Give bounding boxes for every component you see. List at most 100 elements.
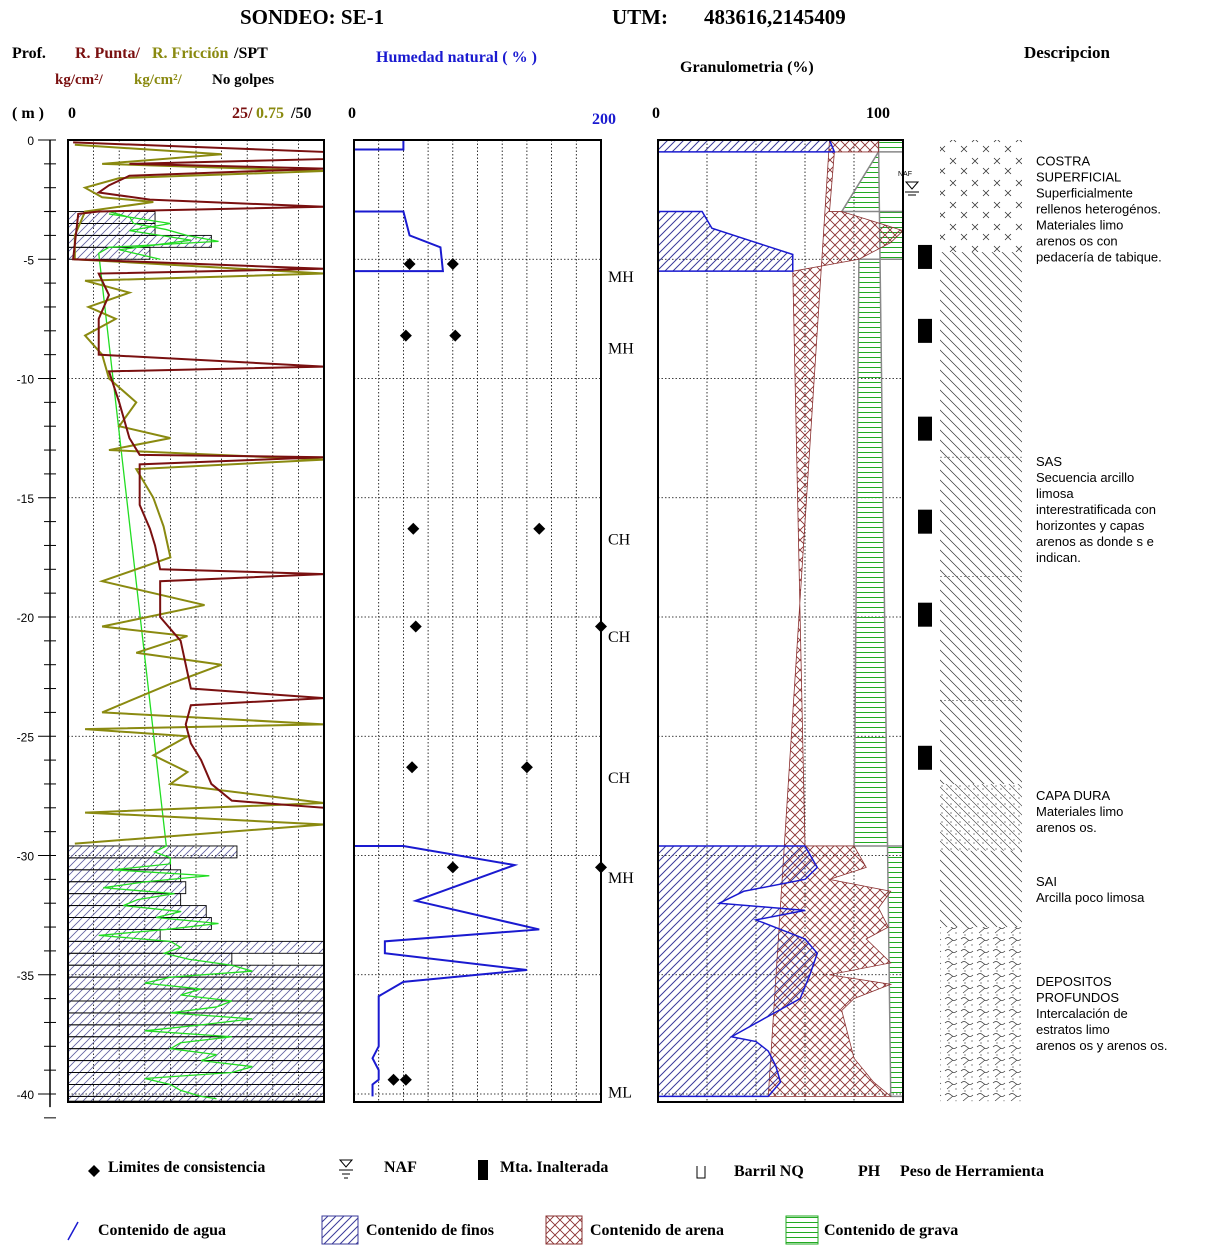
title-spt: /SPT xyxy=(233,45,268,62)
punta-line xyxy=(72,141,325,844)
spt-bar xyxy=(67,952,233,966)
mta-inalterada-marker xyxy=(918,509,932,534)
description-line: Arcilla poco limosa xyxy=(1036,890,1145,905)
legend-ph-code: PH xyxy=(858,1163,881,1180)
mta-inalterada-marker xyxy=(918,318,932,343)
description-line: arenos os y arenos os. xyxy=(1036,1038,1168,1053)
mta-inalterada-marker xyxy=(918,416,932,441)
cpt-panel-frame xyxy=(67,139,325,1103)
granulo-scale-max: 100 xyxy=(866,105,890,122)
description-line: estratos limo xyxy=(1036,1022,1110,1037)
utm-label: UTM: xyxy=(612,5,668,29)
legend-ph: Peso de Herramienta xyxy=(900,1163,1044,1180)
consistency-limit-marker xyxy=(446,258,459,271)
description-line: SAS xyxy=(1036,454,1062,469)
scale-punta: 25/ xyxy=(232,105,253,122)
description-line: PROFUNDOS xyxy=(1036,990,1119,1005)
sondeo-title: SONDEO: SE-1 xyxy=(240,5,384,29)
depth-tick-label: -10 xyxy=(17,373,35,387)
depth-tick-label: -25 xyxy=(17,730,35,744)
granulometria-areas xyxy=(657,139,904,1098)
consistency-limit-marker xyxy=(399,1073,412,1086)
spt-bars xyxy=(67,210,325,1102)
title-friccion: R. Fricción xyxy=(152,45,229,62)
units-spt: No golpes xyxy=(212,72,274,88)
granulometria-panel-frame xyxy=(657,139,904,1103)
soil-class-label: ML xyxy=(608,1085,632,1102)
consistency-limit-marker xyxy=(406,761,419,774)
depth-tick-label: -30 xyxy=(17,850,35,864)
consistency-limit-marker xyxy=(533,522,546,535)
soil-class-label: MH xyxy=(608,340,634,357)
legend-naf-icon xyxy=(338,1159,354,1179)
cpt-lines xyxy=(72,141,325,845)
units-friccion: kg/cm²/ xyxy=(134,72,183,88)
legend-agua: Contenido de agua xyxy=(98,1222,226,1239)
legend-grava: Contenido de grava xyxy=(824,1222,958,1239)
depth-tick-label: -40 xyxy=(17,1088,35,1102)
description-texts: COSTRASUPERFICIALSuperficialmenterelleno… xyxy=(1036,154,1168,1053)
soil-class-label: MH xyxy=(608,870,634,887)
spt-bar xyxy=(67,940,325,954)
depth-unit-label: ( m ) xyxy=(12,105,44,122)
description-line: pedacería de tabique. xyxy=(1036,250,1162,265)
naf-icon xyxy=(904,181,920,190)
depth-tick-label: 0 xyxy=(27,134,34,148)
spt-bar xyxy=(67,1095,325,1102)
mta-inalterada-marker xyxy=(918,745,932,770)
mta-inalterada-marker xyxy=(918,602,932,627)
humedad-panel-frame xyxy=(353,139,602,1103)
humedad-line xyxy=(353,140,540,1097)
spt-bar xyxy=(67,857,171,871)
units-punta: kg/cm²/ xyxy=(55,72,104,88)
legend: Limites de consistencia NAF Mta. Inalter… xyxy=(67,1159,1044,1245)
strat-depositos xyxy=(940,927,1022,1102)
description-line: DEPOSITOS xyxy=(1036,974,1112,989)
soil-class-label: CH xyxy=(608,531,631,548)
description-line: Secuencia arcillo xyxy=(1036,470,1134,485)
description-line: rellenos heterogénos. xyxy=(1036,202,1161,217)
legend-finos: Contenido de finos xyxy=(366,1222,494,1239)
strat-sas xyxy=(940,252,1022,784)
description-line: Superficialmente xyxy=(1036,186,1133,201)
legend-grava-swatch xyxy=(785,1215,819,1245)
legend-agua-icon xyxy=(67,1221,79,1241)
depth-axis: 0 -5 -10 -15 -20 -25 -30 -35 -40 xyxy=(17,134,56,1119)
title-granulometria: Granulometria (%) xyxy=(680,59,814,76)
description-line: Materiales limo xyxy=(1036,804,1123,819)
spt-bar xyxy=(67,1000,325,1014)
description-line: limosa xyxy=(1036,486,1074,501)
description-line: SUPERFICIAL xyxy=(1036,170,1121,185)
spt-bar xyxy=(67,246,151,260)
humedad-grid xyxy=(354,140,601,1102)
strat-sai xyxy=(940,850,1022,928)
title-descripcion: Descripcion xyxy=(1024,43,1110,62)
description-line: Intercalación de xyxy=(1036,1006,1128,1021)
utm-value: 483616,2145409 xyxy=(704,5,846,29)
legend-mta: Mta. Inalterada xyxy=(500,1159,608,1176)
naf-marker-label: NAF xyxy=(898,171,912,178)
scale-spt: /50 xyxy=(290,105,311,122)
spt-bar xyxy=(67,1048,325,1062)
legend-barril-icon xyxy=(696,1166,706,1179)
spt-green-trace-top xyxy=(108,213,191,260)
soil-class-label: CH xyxy=(608,770,631,787)
strat-costra xyxy=(940,140,1022,253)
granulo-scale-min: 0 xyxy=(652,105,660,122)
spt-bar xyxy=(67,1024,325,1038)
consistency-limit-marker xyxy=(446,861,459,874)
spt-bar xyxy=(67,881,187,895)
consistency-limit-marker xyxy=(399,329,412,342)
consistency-limit-marker xyxy=(403,258,416,271)
consistency-limit-marker xyxy=(409,620,422,633)
soil-class-label: MH xyxy=(608,269,634,286)
description-line: SAI xyxy=(1036,874,1057,889)
description-line: interestratificada con xyxy=(1036,502,1156,517)
soil-class-labels: MH MH CH CH CH MH ML xyxy=(608,269,634,1102)
title-humedad: Humedad natural ( % ) xyxy=(376,49,537,66)
legend-naf: NAF xyxy=(384,1159,417,1176)
description-line: indican. xyxy=(1036,550,1081,565)
description-line: horizontes y capas xyxy=(1036,518,1145,533)
legend-finos-swatch xyxy=(321,1215,359,1245)
